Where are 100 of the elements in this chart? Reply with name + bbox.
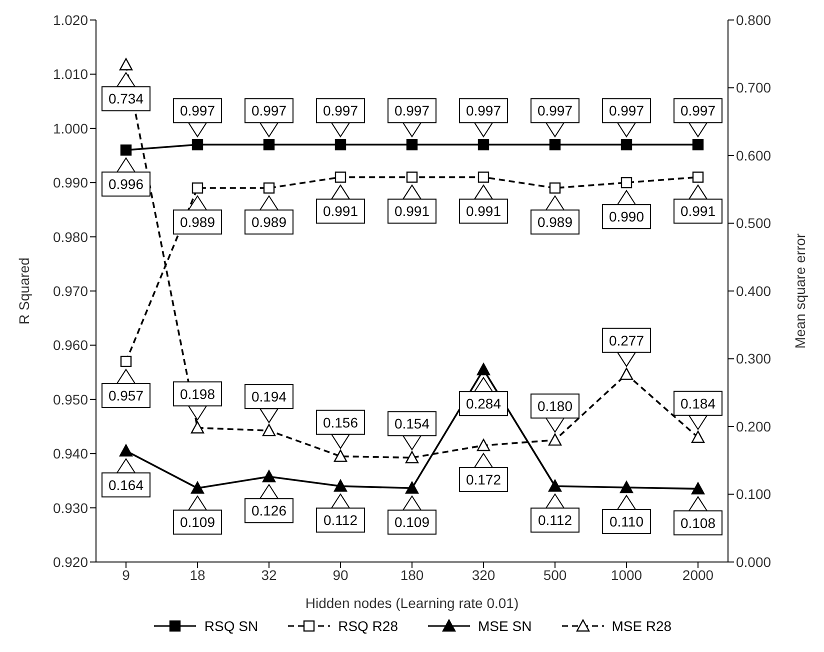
- legend-label: MSE SN: [478, 618, 532, 634]
- x-tick-label: 9: [122, 566, 130, 583]
- legend-label: RSQ SN: [204, 618, 258, 634]
- point: [549, 139, 561, 150]
- y-tick-label: 0.980: [52, 228, 88, 245]
- data-label: 0.997: [680, 102, 716, 119]
- y2-tick-label: 0.800: [736, 12, 772, 28]
- point: [691, 482, 705, 494]
- point: [120, 144, 132, 156]
- point: [120, 356, 132, 368]
- point: [263, 182, 275, 194]
- point: [478, 172, 490, 183]
- point: [549, 182, 561, 194]
- y-tick-label: 0.950: [52, 391, 88, 408]
- y-tick-label: 1.000: [52, 120, 88, 136]
- data-label: 0.112: [538, 512, 572, 528]
- data-label: 0.172: [466, 471, 502, 488]
- y-tick-label: 0.930: [52, 500, 88, 516]
- data-label: 0.284: [466, 396, 502, 412]
- data-label: 0.109: [180, 514, 216, 530]
- data-label: 0.990: [608, 208, 644, 225]
- point: [334, 480, 348, 492]
- data-label: 0.997: [180, 102, 216, 119]
- data-label: 0.154: [394, 416, 430, 432]
- y2-tick-label: 0.300: [736, 350, 772, 367]
- x-axis-title: Hidden nodes (Learning rate 0.01): [305, 595, 519, 611]
- data-label: 0.991: [466, 203, 502, 220]
- x-tick-label: 320: [472, 566, 496, 583]
- y-tick-label: 0.920: [52, 554, 88, 570]
- point: [334, 450, 348, 462]
- point: [119, 444, 133, 456]
- y2-tick-label: 0.600: [736, 147, 772, 164]
- data-label: 0.997: [251, 102, 287, 119]
- point: [692, 139, 704, 150]
- data-label: 0.126: [251, 502, 287, 519]
- data-label: 0.109: [394, 514, 430, 530]
- point: [476, 438, 490, 452]
- y2-tick-label: 0.100: [736, 486, 772, 502]
- point: [620, 480, 634, 494]
- point: [190, 482, 204, 494]
- point: [405, 451, 419, 464]
- data-label: 0.991: [680, 203, 716, 220]
- data-label: 0.997: [322, 102, 358, 119]
- data-label: 0.997: [394, 102, 430, 119]
- point: [263, 139, 275, 150]
- x-tick-label: 90: [332, 566, 348, 583]
- y-tick-label: 1.020: [52, 12, 88, 28]
- point: [406, 172, 418, 183]
- point: [620, 139, 632, 150]
- data-label: 0.198: [180, 386, 216, 402]
- y2-tick-label: 0.200: [736, 418, 772, 434]
- point: [548, 433, 562, 446]
- y-axis-title: R Squared: [16, 258, 32, 324]
- point: [476, 362, 490, 376]
- data-label: 0.110: [610, 513, 644, 530]
- y2-tick-label: 0.500: [736, 215, 772, 232]
- x-tick-label: 32: [261, 566, 277, 583]
- point: [548, 480, 562, 492]
- y2-tick-label: 0.000: [736, 554, 772, 570]
- data-label: 0.277: [608, 332, 644, 348]
- point: [692, 172, 704, 183]
- data-label: 0.989: [537, 214, 573, 230]
- data-label: 0.108: [680, 514, 716, 531]
- data-label: 0.194: [251, 388, 287, 405]
- y2-tick-label: 0.400: [736, 282, 772, 299]
- data-label: 0.156: [322, 414, 358, 430]
- data-label: 0.164: [108, 476, 144, 493]
- y-tick-label: 0.970: [52, 282, 88, 299]
- data-label: 0.184: [680, 395, 716, 412]
- point: [478, 139, 490, 150]
- point: [691, 430, 705, 443]
- x-tick-label: 2000: [682, 566, 714, 583]
- y-tick-label: 0.960: [52, 337, 88, 354]
- legend-label: RSQ R28: [338, 618, 398, 634]
- y-tick-label: 1.010: [52, 66, 88, 82]
- y2-axis-title: Mean square error: [792, 233, 808, 349]
- data-label: 0.991: [394, 203, 430, 220]
- y2-tick-label: 0.700: [736, 80, 772, 96]
- point: [334, 139, 346, 150]
- point: [406, 139, 418, 150]
- data-label: 0.112: [324, 512, 358, 528]
- data-label: 0.996: [108, 176, 144, 192]
- x-tick-label: 500: [543, 566, 567, 583]
- data-label: 0.989: [251, 214, 287, 230]
- point: [620, 177, 632, 188]
- point: [262, 470, 276, 482]
- data-label: 0.997: [537, 102, 573, 119]
- y-tick-label: 0.940: [52, 446, 88, 462]
- data-label: 0.991: [322, 203, 358, 220]
- point: [620, 368, 634, 380]
- data-label: 0.957: [108, 387, 144, 404]
- point: [119, 58, 133, 70]
- point: [405, 482, 419, 494]
- y-tick-label: 0.990: [52, 174, 88, 191]
- point: [190, 421, 204, 434]
- data-label: 0.997: [466, 102, 502, 119]
- point: [192, 139, 204, 150]
- point: [192, 182, 204, 194]
- legend-label: MSE R28: [612, 618, 672, 634]
- data-label: 0.989: [180, 214, 216, 230]
